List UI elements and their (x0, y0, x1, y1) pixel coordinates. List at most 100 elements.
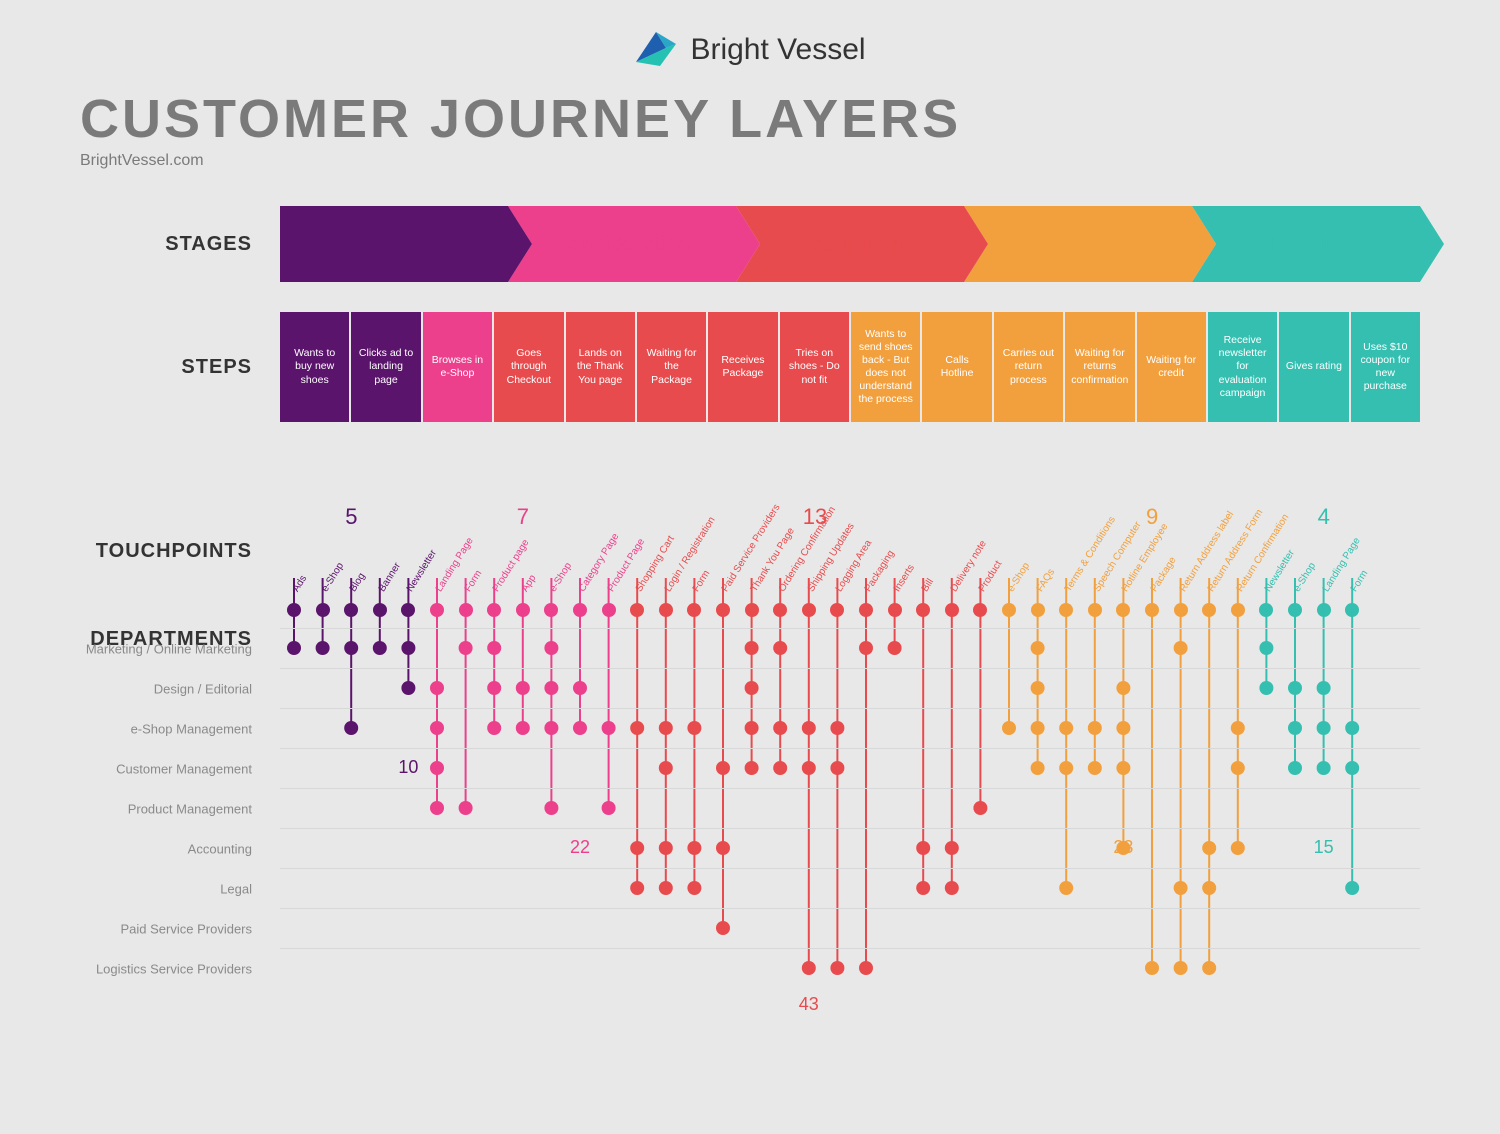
touchpoint-dot (773, 603, 787, 617)
touchpoint-label: Form (1349, 568, 1371, 594)
department-name: Paid Service Providers (52, 921, 252, 936)
touchpoint-dot (487, 603, 501, 617)
step-cell: Goes through Checkout (494, 312, 563, 422)
stage-touchpoint-count: 5 (345, 504, 357, 530)
touchpoint-dot (573, 603, 587, 617)
touchpoint-label: Return Confirmation (1234, 512, 1291, 594)
steps-track: Wants to buy new shoesClicks ad to landi… (280, 312, 1420, 422)
touchpoint-dot (373, 603, 387, 617)
touchpoint-dot (945, 603, 959, 617)
touchpoints-label: TOUCHPOINTS (80, 450, 280, 620)
stage-label: Loyalty (1271, 231, 1341, 257)
step-cell: Wants to buy new shoes (280, 312, 349, 422)
touchpoint-dot (1202, 603, 1216, 617)
touchpoint-dot (430, 603, 444, 617)
touchpoint-dot (1002, 603, 1016, 617)
touchpoint-dot (630, 603, 644, 617)
steps-label: STEPS (80, 356, 280, 379)
touchpoint-label: e-Shop (1006, 561, 1032, 594)
touchpoint-dot (459, 603, 473, 617)
department-name: Logistics Service Providers (52, 961, 252, 976)
stages-row: STAGES AwarenessConsiderationAcquisition… (80, 206, 1420, 282)
steps-row: STEPS Wants to buy new shoesClicks ad to… (80, 312, 1420, 422)
department-row: Design / Editorial (280, 668, 1420, 708)
department-name: Legal (52, 881, 252, 896)
department-stage-count: 10 (398, 757, 418, 778)
department-row: Legal (280, 868, 1420, 908)
stage-acquisition: Acquisition (736, 206, 964, 282)
touchpoint-dot (516, 603, 530, 617)
department-row: e-Shop Management (280, 708, 1420, 748)
touchpoint-label: Package (1149, 555, 1179, 594)
touchpoint-dot (1059, 603, 1073, 617)
step-cell: Waiting for returns confirmation (1065, 312, 1134, 422)
page-subtitle: BrightVessel.com (80, 152, 1420, 170)
touchpoint-dot (1317, 603, 1331, 617)
touchpoint-dot (1116, 603, 1130, 617)
touchpoint-dot (344, 603, 358, 617)
touchpoint-label: Form (691, 568, 713, 594)
touchpoint-dot (1288, 603, 1302, 617)
department-row: Accounting (280, 828, 1420, 868)
touchpoint-dot (745, 603, 759, 617)
step-cell: Waiting for the Package (637, 312, 706, 422)
department-row: Marketing / Online Marketing (280, 628, 1420, 668)
touchpoint-dot (716, 603, 730, 617)
touchpoint-dot (316, 603, 330, 617)
touchpoint-dot (973, 603, 987, 617)
touchpoint-label: Product (977, 559, 1005, 594)
department-name: Customer Management (52, 761, 252, 776)
touchpoints-section: TOUCHPOINTS Adse-ShopBlogBannerNewslette… (80, 450, 1420, 988)
touchpoint-dot (287, 603, 301, 617)
touchpoint-label: Bill (920, 577, 936, 594)
touchpoint-dot (1145, 603, 1159, 617)
touchpoint-dot (687, 603, 701, 617)
step-cell: Receive newsletter for evaluation campai… (1208, 312, 1277, 422)
stage-label: Service (1041, 231, 1114, 257)
touchpoint-dot (1088, 603, 1102, 617)
touchpoint-dot (888, 603, 902, 617)
touchpoint-dot (401, 603, 415, 617)
department-name: Product Management (52, 801, 252, 816)
page-title: CUSTOMER JOURNEY LAYERS (80, 88, 1420, 150)
stage-loyalty: Loyalty (1192, 206, 1420, 282)
brand: Bright Vessel (80, 30, 1420, 70)
touchpoint-label: e-Shop (548, 561, 574, 594)
brand-logo-icon (634, 30, 678, 70)
touchpoint-dot (1174, 603, 1188, 617)
brand-name: Bright Vessel (690, 33, 865, 67)
touchpoint-label: Form (462, 568, 484, 594)
stage-consideration: Consideration (508, 206, 736, 282)
stage-service: Service (964, 206, 1192, 282)
touchpoint-label: Terms & Conditions (1063, 515, 1118, 594)
touchpoint-dot (602, 603, 616, 617)
stage-touchpoint-count: 13 (803, 504, 827, 530)
touchpoint-label: FAQs (1034, 567, 1057, 594)
department-name: Design / Editorial (52, 681, 252, 696)
stage-touchpoint-count: 4 (1318, 504, 1330, 530)
touchpoint-label: App (519, 573, 538, 594)
touchpoint-dot (802, 603, 816, 617)
touchpoint-dot (1259, 603, 1273, 617)
touchpoint-label: Inserts (891, 563, 916, 594)
stage-awareness: Awareness (280, 206, 508, 282)
touchpoint-label: Banner (376, 561, 402, 594)
step-cell: Wants to send shoes back - But does not … (851, 312, 920, 422)
step-cell: Clicks ad to landing page (351, 312, 420, 422)
touchpoint-dot (1345, 603, 1359, 617)
stage-touchpoint-count: 9 (1146, 504, 1158, 530)
touchpoint-label: Login / Registration (662, 515, 717, 594)
step-cell: Uses $10 coupon for new purchase (1351, 312, 1420, 422)
touchpoint-label: e-Shop (319, 561, 345, 594)
department-row: Product Management (280, 788, 1420, 828)
touchpoint-dot (1231, 603, 1245, 617)
touchpoint-dot (1031, 603, 1045, 617)
department-stage-count: 23 (1113, 837, 1133, 858)
step-cell: Waiting for credit (1137, 312, 1206, 422)
stage-label: Acquisition (797, 231, 903, 257)
step-cell: Lands on the Thank You page (566, 312, 635, 422)
department-name: Marketing / Online Marketing (52, 641, 252, 656)
touchpoint-label: Ads (291, 574, 309, 594)
departments-grid: Marketing / Online MarketingDesign / Edi… (280, 628, 1420, 988)
touchpoints-chart: Adse-ShopBlogBannerNewsletterLanding Pag… (280, 450, 1420, 620)
